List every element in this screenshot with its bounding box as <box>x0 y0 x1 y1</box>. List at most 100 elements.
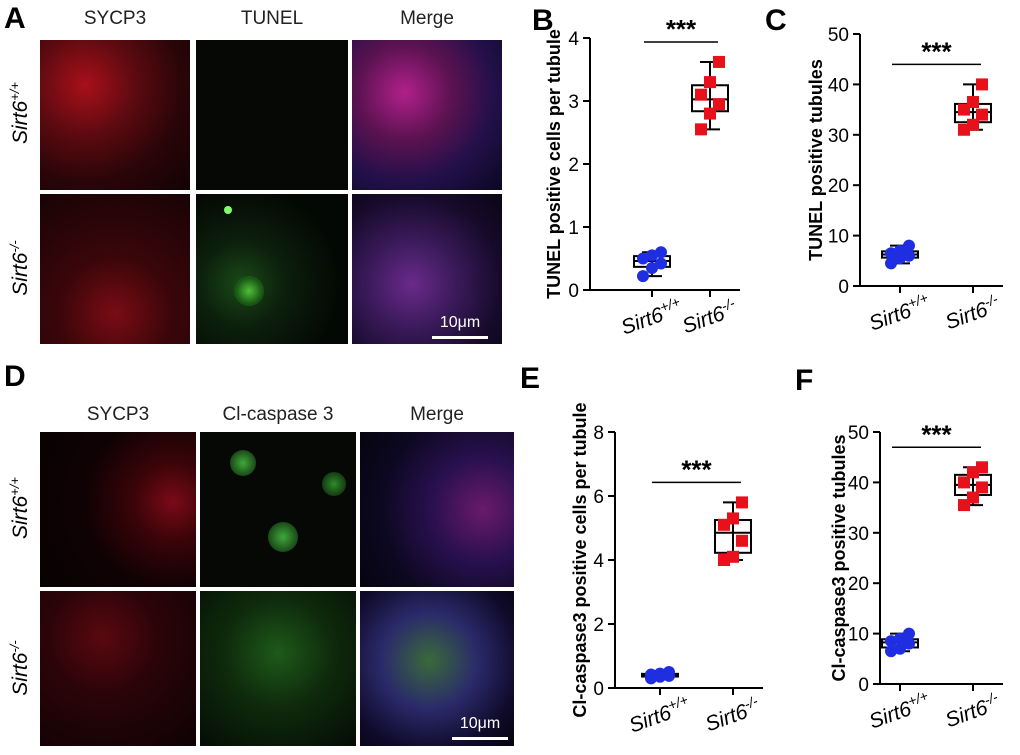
data-point <box>646 261 658 274</box>
data-point <box>695 123 707 136</box>
row-label-text: Sirt6 <box>9 100 32 144</box>
row-label-sup: -/- <box>7 240 22 253</box>
category-label-text: Sirt6 <box>942 696 991 732</box>
category-label: Sirt6+/+ <box>865 687 934 733</box>
data-point <box>637 252 649 265</box>
y-tick-label: 10 <box>828 227 849 248</box>
data-point <box>958 123 970 136</box>
category-label-sup: +/+ <box>906 687 931 709</box>
data-point <box>718 518 730 531</box>
caspase-cell-3 <box>322 472 346 496</box>
row-label-text: Sirt6 <box>9 495 32 539</box>
data-point <box>894 642 906 655</box>
data-point <box>637 270 649 283</box>
data-point <box>903 239 915 252</box>
y-tick-label: 50 <box>848 423 869 444</box>
micrograph-d-caspase-wt <box>200 432 356 587</box>
y-tick-label: 4 <box>593 551 604 572</box>
row-label-wt: Sirt6+/+ <box>7 63 33 163</box>
panel-label: F <box>795 364 813 397</box>
data-point <box>695 88 707 101</box>
scale-bar-label: 10μm <box>459 715 501 732</box>
data-point <box>976 78 988 91</box>
column-title-tunel: TUNEL <box>240 8 304 29</box>
data-point <box>903 249 915 262</box>
data-point <box>894 252 906 265</box>
category-label: Sirt6-/- <box>678 295 740 339</box>
y-tick-label: 8 <box>593 423 604 444</box>
data-point <box>967 118 979 131</box>
y-axis-label: Cl-caspase3 positive cells per tubule <box>570 402 590 717</box>
box <box>881 250 919 259</box>
category-label: Sirt6-/- <box>941 291 1003 335</box>
data-point <box>645 672 657 685</box>
column-title-merge: Merge <box>410 404 464 425</box>
data-point <box>903 627 915 640</box>
chart-e: E 0 2 4 6 8Cl-caspase3 positive cells per tub… <box>520 362 763 738</box>
row-label-text: Sirt6 <box>9 252 32 296</box>
category-label: Sirt6-/- <box>701 693 763 737</box>
data-point <box>654 670 666 683</box>
category-label-sup: +/+ <box>666 691 691 713</box>
category-label-text: Sirt6 <box>702 700 751 736</box>
micrograph-a-tunel-ko <box>196 194 348 344</box>
box <box>954 102 992 124</box>
tunel-cell-1 <box>234 276 264 306</box>
category-label-sup: -/- <box>719 295 737 315</box>
data-point <box>655 257 667 270</box>
y-tick-label: 20 <box>828 176 849 197</box>
micrograph-d-sycp3-ko <box>40 591 196 746</box>
data-point <box>704 76 716 89</box>
caspase-cell-2 <box>268 522 298 552</box>
data-point <box>967 466 979 479</box>
box <box>714 519 752 554</box>
row-label-ko: Sirt6-/- <box>7 618 33 718</box>
data-point <box>663 666 675 678</box>
significance-label: *** <box>681 454 712 484</box>
y-tick-label: 0 <box>838 277 849 298</box>
data-point <box>736 496 748 509</box>
box <box>691 84 729 113</box>
column-title-cl-caspase3: Cl-caspase 3 <box>222 404 334 425</box>
category-label-text: Sirt6 <box>866 299 915 335</box>
category-label-sup: +/+ <box>658 293 683 315</box>
data-point <box>885 257 897 270</box>
data-point <box>903 637 915 650</box>
category-label: Sirt6-/- <box>941 689 1003 733</box>
y-tick-label: 0 <box>593 679 604 700</box>
scale-bar <box>452 737 508 740</box>
data-point <box>894 244 906 257</box>
micrograph-d-sycp3-wt <box>40 432 196 587</box>
data-point <box>727 550 739 563</box>
y-tick-label: 6 <box>593 487 604 508</box>
significance-label: *** <box>921 36 952 66</box>
column-title-sycp3: SYCP3 <box>86 404 150 425</box>
data-point <box>967 96 979 109</box>
category-label-text: Sirt6 <box>618 303 667 339</box>
y-tick-label: 0 <box>858 675 869 696</box>
data-point <box>727 512 739 525</box>
data-point <box>976 108 988 121</box>
data-point <box>645 668 657 681</box>
y-tick-label: 4 <box>568 29 579 50</box>
significance-label: *** <box>921 419 952 449</box>
micrograph-a-sycp3-ko <box>40 194 190 344</box>
y-tick-label: 1 <box>568 218 579 239</box>
row-label-text: Sirt6 <box>9 652 32 696</box>
panel-label: E <box>520 362 540 395</box>
micrograph-d-caspase-ko <box>200 591 356 746</box>
category-label: Sirt6+/+ <box>617 293 686 339</box>
data-point <box>736 534 748 547</box>
y-tick-label: 20 <box>848 574 869 595</box>
data-point <box>894 632 906 645</box>
category-label: Sirt6+/+ <box>865 289 934 335</box>
data-point <box>655 246 667 259</box>
scale-bar-label: 10μm <box>439 314 481 331</box>
panel-label: B <box>532 4 554 37</box>
data-point <box>713 55 725 68</box>
data-point <box>885 247 897 260</box>
data-point <box>958 499 970 512</box>
micrograph-a-sycp3-wt <box>40 40 190 190</box>
